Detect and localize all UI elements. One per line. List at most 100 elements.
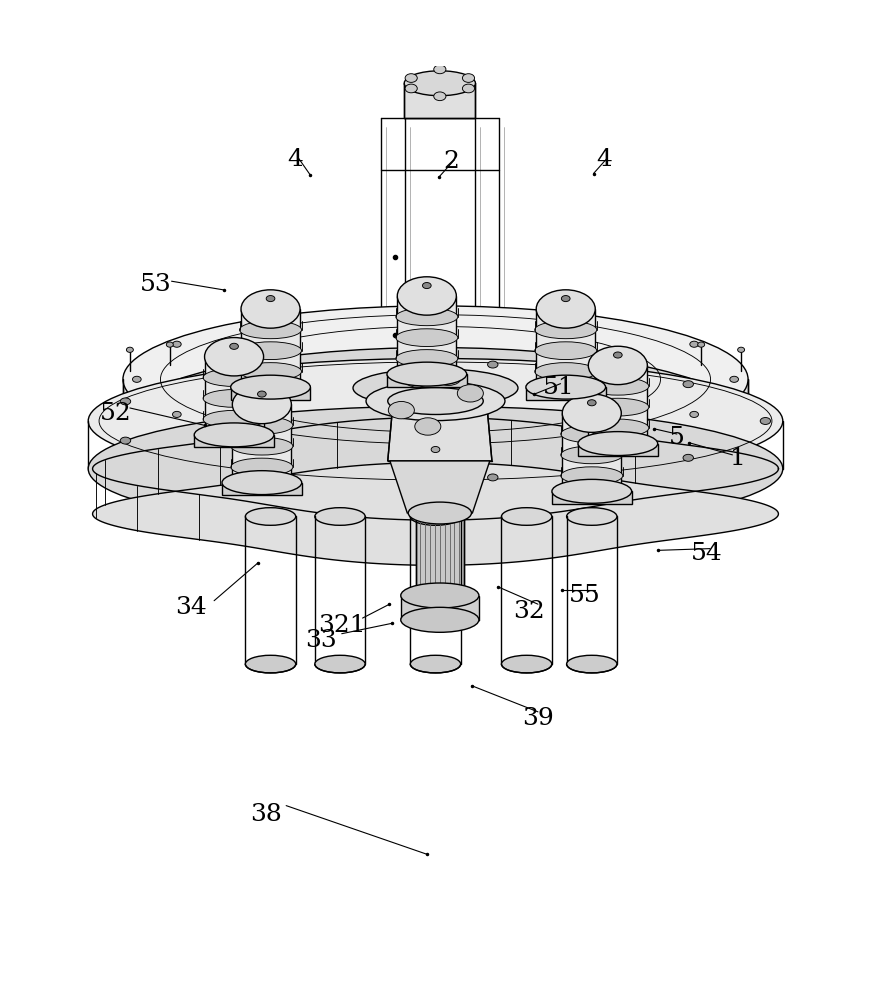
- Ellipse shape: [132, 376, 141, 382]
- Text: 32: 32: [513, 600, 545, 623]
- Ellipse shape: [405, 74, 417, 82]
- Ellipse shape: [431, 446, 440, 453]
- Polygon shape: [578, 444, 658, 456]
- Ellipse shape: [88, 358, 783, 484]
- Polygon shape: [233, 404, 292, 483]
- Ellipse shape: [203, 390, 265, 407]
- Ellipse shape: [126, 347, 133, 352]
- Text: 39: 39: [522, 707, 554, 730]
- Polygon shape: [526, 387, 605, 400]
- Polygon shape: [404, 83, 476, 118]
- Text: 4: 4: [287, 148, 303, 171]
- Ellipse shape: [434, 92, 446, 101]
- Ellipse shape: [415, 418, 441, 435]
- Ellipse shape: [267, 296, 275, 302]
- Ellipse shape: [434, 65, 446, 74]
- Ellipse shape: [404, 370, 430, 387]
- Polygon shape: [397, 296, 456, 374]
- Ellipse shape: [266, 467, 276, 474]
- Ellipse shape: [690, 341, 699, 347]
- Text: 4: 4: [596, 148, 611, 171]
- Ellipse shape: [563, 394, 621, 432]
- Text: 52: 52: [100, 402, 132, 425]
- Ellipse shape: [613, 352, 622, 358]
- Polygon shape: [92, 462, 779, 565]
- Ellipse shape: [401, 607, 479, 632]
- Ellipse shape: [266, 368, 276, 375]
- Ellipse shape: [463, 74, 475, 82]
- Text: 33: 33: [305, 629, 337, 652]
- Ellipse shape: [258, 391, 267, 397]
- Ellipse shape: [231, 458, 293, 476]
- Ellipse shape: [502, 655, 552, 673]
- Ellipse shape: [222, 471, 301, 495]
- Ellipse shape: [205, 338, 264, 376]
- Ellipse shape: [587, 419, 649, 437]
- Ellipse shape: [588, 346, 647, 385]
- Ellipse shape: [488, 474, 498, 481]
- Ellipse shape: [240, 321, 301, 339]
- Text: 55: 55: [569, 584, 601, 607]
- Ellipse shape: [231, 375, 310, 399]
- Polygon shape: [123, 379, 748, 421]
- Ellipse shape: [231, 416, 293, 434]
- Ellipse shape: [488, 361, 498, 368]
- Ellipse shape: [698, 342, 705, 347]
- Ellipse shape: [431, 306, 440, 312]
- Polygon shape: [388, 413, 492, 461]
- Ellipse shape: [738, 347, 745, 352]
- Ellipse shape: [535, 321, 597, 339]
- Ellipse shape: [123, 306, 748, 453]
- Ellipse shape: [567, 655, 617, 673]
- Ellipse shape: [580, 437, 589, 443]
- Polygon shape: [241, 309, 300, 387]
- Ellipse shape: [203, 410, 265, 428]
- Ellipse shape: [395, 329, 458, 346]
- Text: 5: 5: [669, 426, 685, 449]
- Polygon shape: [205, 357, 264, 435]
- Ellipse shape: [410, 508, 461, 525]
- Ellipse shape: [580, 315, 589, 322]
- Ellipse shape: [366, 381, 505, 421]
- Ellipse shape: [690, 411, 699, 417]
- Ellipse shape: [397, 277, 456, 315]
- Polygon shape: [194, 435, 273, 447]
- Ellipse shape: [760, 418, 771, 424]
- Ellipse shape: [730, 376, 739, 382]
- Polygon shape: [588, 365, 647, 444]
- Text: 1: 1: [730, 447, 746, 470]
- Polygon shape: [222, 483, 301, 495]
- Polygon shape: [231, 387, 310, 400]
- Ellipse shape: [240, 342, 301, 360]
- Ellipse shape: [410, 655, 461, 673]
- Ellipse shape: [240, 363, 301, 380]
- Text: 53: 53: [140, 273, 172, 296]
- Ellipse shape: [123, 348, 748, 494]
- Ellipse shape: [408, 502, 471, 524]
- Ellipse shape: [401, 583, 479, 608]
- Ellipse shape: [387, 362, 467, 386]
- Polygon shape: [552, 491, 631, 504]
- Text: 2: 2: [443, 150, 459, 173]
- Polygon shape: [415, 513, 464, 596]
- Polygon shape: [401, 596, 479, 620]
- Text: 51: 51: [543, 376, 575, 399]
- Ellipse shape: [561, 446, 623, 464]
- Ellipse shape: [233, 385, 292, 424]
- Ellipse shape: [552, 479, 631, 503]
- Polygon shape: [537, 309, 595, 387]
- Ellipse shape: [120, 437, 131, 444]
- Ellipse shape: [535, 363, 597, 380]
- Ellipse shape: [395, 350, 458, 367]
- Ellipse shape: [561, 425, 623, 443]
- Ellipse shape: [282, 315, 291, 322]
- Ellipse shape: [683, 381, 693, 388]
- Ellipse shape: [587, 400, 596, 406]
- Ellipse shape: [88, 406, 783, 531]
- Ellipse shape: [683, 454, 693, 461]
- Ellipse shape: [172, 341, 181, 347]
- Ellipse shape: [388, 401, 415, 419]
- Ellipse shape: [587, 377, 649, 395]
- Text: 34: 34: [175, 596, 206, 619]
- Ellipse shape: [246, 655, 296, 673]
